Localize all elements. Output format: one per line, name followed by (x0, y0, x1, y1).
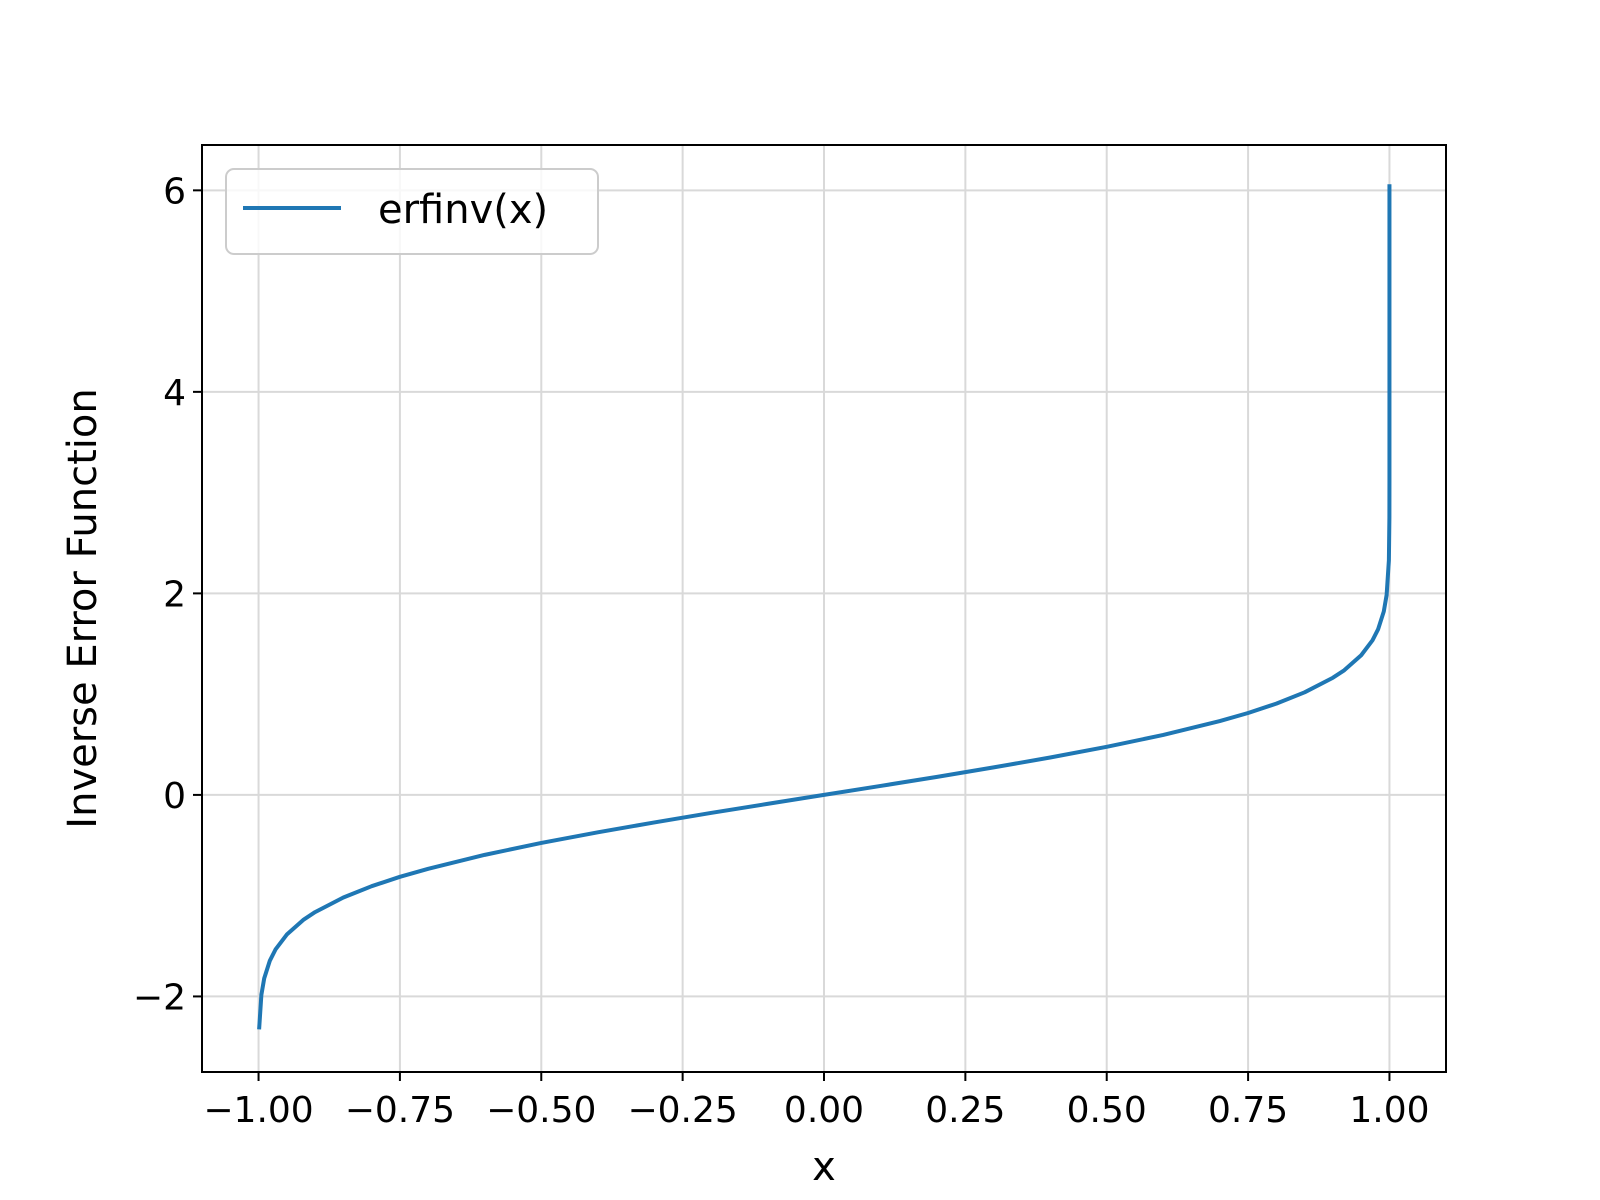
y-tick-label: 6 (163, 171, 186, 212)
x-tick-label: −1.00 (203, 1090, 313, 1131)
x-tick-label: 0.50 (1067, 1090, 1147, 1131)
y-tick-label: 4 (163, 373, 186, 414)
x-tick-label: 0.00 (784, 1090, 864, 1131)
x-tick-label: −0.75 (345, 1090, 455, 1131)
y-axis-label: Inverse Error Function (60, 388, 106, 828)
legend-box (225, 168, 599, 255)
x-axis-label: x (812, 1144, 836, 1190)
x-tick-label: 1.00 (1349, 1090, 1429, 1131)
x-tick-label: −0.25 (627, 1090, 737, 1131)
ticks: −1.00 −0.75 −0.50 −0.25 0.00 0.25 0.50 0.75 1.00… (133, 171, 1430, 1131)
x-tick-label: −0.50 (486, 1090, 596, 1131)
data-layer (257, 184, 1392, 1030)
legend-label: erfinv(x) (378, 187, 548, 233)
series-line-erfinv (257, 184, 1392, 1030)
x-tick-label: 0.25 (925, 1090, 1005, 1131)
y-tick-label: 2 (163, 574, 186, 615)
y-tick-label: −2 (133, 977, 186, 1018)
legend: erfinv(x) (225, 168, 599, 255)
x-tick-label: 0.75 (1208, 1090, 1288, 1131)
y-tick-label: 0 (163, 776, 186, 817)
